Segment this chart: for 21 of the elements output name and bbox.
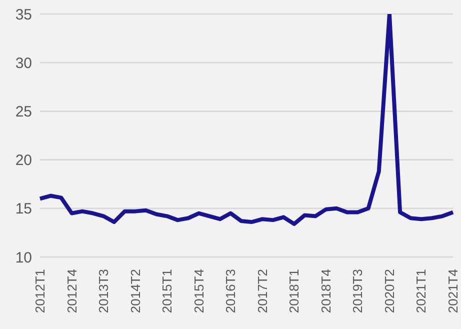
x-tick-label: 2013T3 (96, 269, 112, 314)
x-tick-label: 2018T4 (318, 269, 334, 314)
x-tick-label: 2019T3 (350, 269, 366, 314)
y-tick-label: 30 (15, 54, 32, 72)
x-tick-label: 2016T3 (223, 269, 238, 314)
x-tick-label: 2015T1 (160, 269, 175, 314)
x-tick-label: 2018T1 (286, 269, 302, 314)
y-tick-label: 35 (15, 6, 32, 24)
x-tick-label: 2012T4 (64, 269, 80, 314)
x-tick-label: 2020T2 (382, 269, 397, 314)
x-tick-label: 2014T2 (128, 269, 143, 314)
y-tick-label: 15 (15, 200, 32, 218)
x-tick-label: 2021T4 (446, 269, 460, 314)
line-series (38, 14, 455, 226)
x-tick-label: 2015T4 (191, 269, 206, 314)
y-tick-label: 25 (15, 104, 32, 121)
y-tick-label: 10 (15, 249, 32, 266)
x-tick-label: 2017T2 (254, 269, 270, 314)
x-tick-label: 2012T1 (32, 269, 48, 314)
x-tick-label: 2021T1 (414, 269, 429, 314)
y-tick-label: 20 (15, 152, 32, 170)
